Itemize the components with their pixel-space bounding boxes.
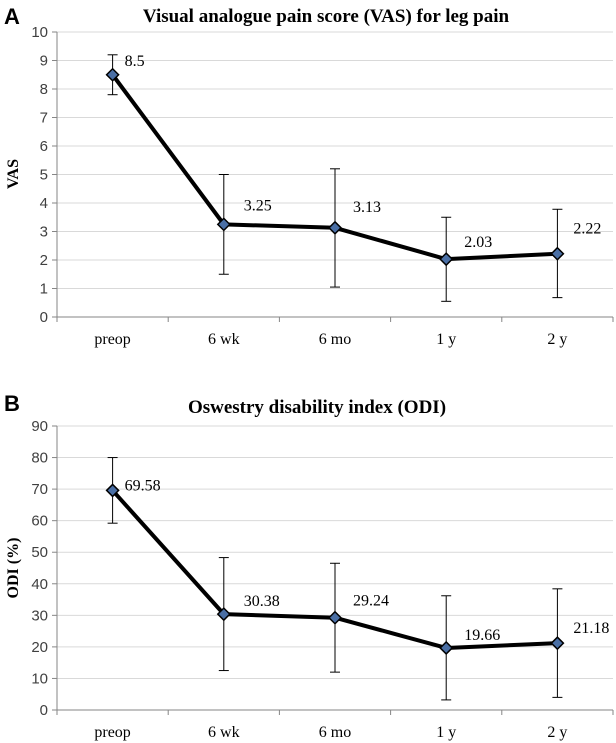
y-tick-label: 7: [40, 110, 48, 127]
data-label: 8.5: [125, 53, 145, 70]
chart-panel-a: A Visual analogue pain score (VAS) for l…: [4, 4, 614, 348]
data-label: 2.03: [464, 234, 492, 251]
x-category-label: preop: [94, 724, 130, 741]
axes-b: [52, 425, 614, 715]
data-labels-a: 8.5 3.25 3.13 2.03 2.22: [125, 53, 602, 251]
markers-a: [105, 67, 565, 267]
data-point-marker: [216, 217, 231, 232]
chart-title-a: Visual analogue pain score (VAS) for leg…: [143, 6, 510, 27]
data-point-marker: [550, 636, 565, 651]
data-point-marker: [327, 610, 343, 625]
y-tick-label: 0: [40, 702, 48, 719]
x-categories-b: preop 6 wk 6 mo 1 y 2 y: [94, 724, 567, 741]
data-point-marker: [439, 252, 454, 267]
x-category-label: 2 y: [547, 331, 567, 348]
markers-b: [105, 483, 565, 656]
data-label: 2.22: [573, 221, 601, 238]
x-category-label: 6 mo: [319, 724, 351, 741]
data-label: 19.66: [464, 627, 500, 644]
y-tick-label: 80: [31, 450, 48, 467]
y-axis-label-b: ODI (%): [5, 538, 22, 599]
x-category-label: 1 y: [436, 331, 456, 348]
chart-panel-b: B Oswestry disability index (ODI) ODI (%…: [4, 391, 614, 741]
error-bars-a: [107, 54, 563, 302]
data-point-marker: [216, 607, 231, 622]
y-tick-label: 90: [31, 418, 48, 435]
y-tick-label: 10: [31, 670, 48, 687]
y-ticks-b: 0 10 20 30 40 50 60 70 80 90: [31, 418, 48, 719]
x-category-label: 6 wk: [208, 331, 240, 348]
x-category-label: 6 mo: [319, 331, 351, 348]
data-point-marker: [550, 246, 565, 261]
data-label: 3.25: [244, 197, 272, 214]
data-label: 29.24: [353, 593, 389, 610]
y-ticks-a: 0 1 2 3 4 5 6 7 8 9 10: [31, 24, 48, 326]
y-tick-label: 60: [31, 513, 48, 530]
data-label: 30.38: [244, 593, 280, 610]
y-tick-label: 30: [31, 607, 48, 624]
chart-title-b: Oswestry disability index (ODI): [188, 397, 446, 418]
y-tick-label: 1: [40, 281, 48, 298]
data-label: 3.13: [353, 199, 381, 216]
y-tick-label: 0: [40, 309, 48, 326]
error-bars-b: [107, 457, 563, 701]
data-point-marker: [105, 483, 120, 498]
y-tick-label: 70: [31, 481, 48, 498]
data-point-marker: [327, 220, 343, 235]
data-labels-b: 69.58 30.38 29.24 19.66 21.18: [125, 477, 610, 644]
y-tick-label: 2: [40, 252, 48, 269]
data-label: 69.58: [125, 477, 161, 494]
x-categories-a: preop 6 wk 6 mo 1 y 2 y: [94, 331, 567, 348]
x-category-label: 6 wk: [208, 724, 240, 741]
y-tick-label: 8: [40, 81, 48, 98]
y-tick-label: 50: [31, 544, 48, 561]
data-point-marker: [105, 67, 120, 82]
data-point-marker: [439, 640, 454, 656]
panel-label-a: A: [4, 4, 20, 29]
y-tick-label: 10: [31, 24, 48, 41]
panel-label-b: B: [4, 391, 20, 416]
y-tick-label: 5: [40, 167, 48, 184]
y-tick-label: 20: [31, 639, 48, 656]
y-tick-label: 6: [40, 138, 48, 155]
x-category-label: 1 y: [436, 724, 456, 741]
x-category-label: 2 y: [547, 724, 567, 741]
x-category-label: preop: [94, 331, 130, 348]
y-tick-label: 40: [31, 576, 48, 593]
y-tick-label: 9: [40, 53, 48, 70]
axes-a: [52, 31, 614, 322]
y-tick-label: 3: [40, 224, 48, 241]
data-label: 21.18: [573, 620, 609, 637]
y-tick-label: 4: [40, 195, 48, 212]
y-axis-label-a: VAS: [5, 159, 22, 189]
